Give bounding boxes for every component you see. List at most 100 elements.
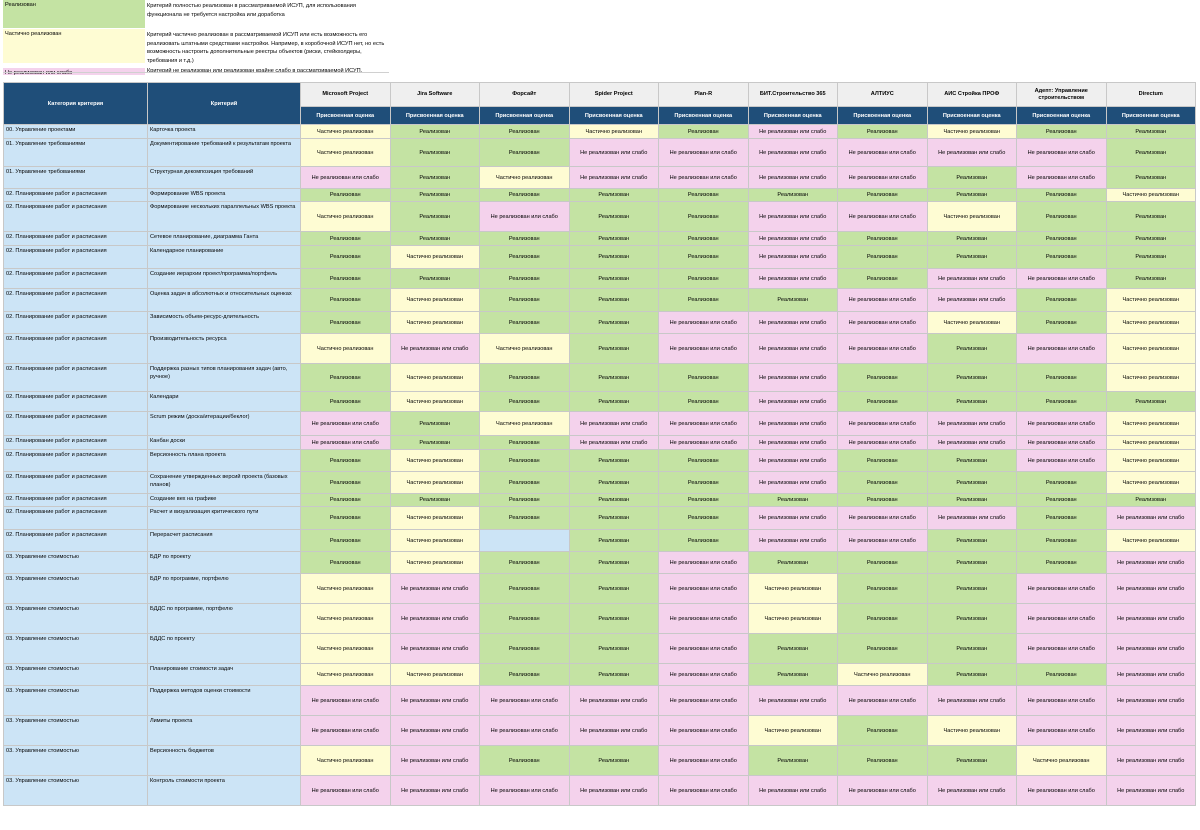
score-cell: Не реализован или слабо (300, 166, 391, 189)
score-cell: Не реализован или слабо (568, 138, 659, 167)
score-cell: Не реализован или слабо (1016, 268, 1107, 289)
score-cell: Частично реализован (479, 166, 570, 189)
score-cell: Реализован (1016, 551, 1107, 574)
score-cell: Реализован (479, 231, 570, 246)
criterion-name: БДДС по программе, портфелю (147, 603, 301, 634)
score-cell: Не реализован или слабо (389, 685, 480, 716)
product-header: Directum (1105, 81, 1196, 108)
score-cell: Реализован (568, 551, 659, 574)
score-cell: Реализован (1016, 471, 1107, 494)
header-category: Категория критерия (3, 82, 148, 125)
score-cell: Реализован (658, 529, 749, 552)
score-cell: Не реализован или слабо (568, 685, 659, 716)
criterion-name: Планирование стоимости задач (147, 663, 301, 686)
score-subheader: Присвоенная оценка (1016, 106, 1107, 125)
score-cell: Частично реализован (1105, 333, 1196, 364)
score-cell: Реализован (1105, 391, 1196, 412)
score-cell: Реализован (479, 663, 570, 686)
score-cell: Реализован (568, 493, 659, 507)
score-cell: Реализован (1016, 124, 1107, 139)
score-cell: Реализован (1105, 245, 1196, 269)
score-cell: Реализован (1016, 311, 1107, 334)
score-cell: Не реализован или слабо (479, 775, 570, 806)
score-cell: Не реализован или слабо (1105, 506, 1196, 530)
score-cell: Не реализован или слабо (658, 775, 749, 806)
score-cell: Частично реализован (389, 245, 480, 269)
score-cell: Не реализован или слабо (658, 603, 749, 634)
score-cell: Реализован (747, 633, 838, 664)
score-cell: Не реализован или слабо (389, 715, 480, 746)
score-cell: Реализован (1105, 268, 1196, 289)
score-cell: Реализован (1016, 363, 1107, 392)
score-cell: Реализован (837, 573, 928, 604)
score-cell: Реализован (926, 493, 1017, 507)
header-criterion: Критерий (147, 82, 301, 125)
score-cell: Реализован (479, 449, 570, 472)
score-cell: Реализован (479, 493, 570, 507)
legend-key: Частично реализован (3, 29, 145, 64)
legend-key: Реализован (3, 0, 145, 29)
score-cell: Реализован (389, 166, 480, 189)
score-cell: Реализован (926, 363, 1017, 392)
table-subheader-row: Присвоенная оценка Присвоенная оценка Пр… (4, 106, 1196, 125)
score-cell: Не реализован или слабо (837, 311, 928, 334)
score-cell: Не реализован или слабо (658, 633, 749, 664)
table-row: 02. Планирование работ и расписания Кален… (3, 245, 1196, 269)
score-cell: Не реализован или слабо (1016, 685, 1107, 716)
score-cell: Не реализован или слабо (300, 715, 391, 746)
score-cell: Реализован (300, 288, 391, 312)
criterion-category: 03. Управление стоимостью (3, 551, 148, 574)
product-header: БИТ.Строительство 365 (747, 81, 838, 108)
score-cell: Не реализован или слабо (837, 411, 928, 436)
score-cell: Реализован (568, 363, 659, 392)
score-cell: Не реализован или слабо (300, 775, 391, 806)
score-cell: Не реализован или слабо (747, 245, 838, 269)
score-cell: Не реализован или слабо (1016, 573, 1107, 604)
table-row: 00. Управление проектами Карточка проекта… (3, 124, 1196, 139)
score-cell: Реализован (1016, 663, 1107, 686)
score-cell: Частично реализован (1105, 529, 1196, 552)
product-header: Microsoft Project (300, 81, 391, 108)
score-cell: Частично реализован (300, 745, 391, 776)
score-cell: Не реализован или слабо (658, 166, 749, 189)
criterion-name: Календари (147, 391, 301, 412)
score-cell: Реализован (479, 573, 570, 604)
criterion-category: 03. Управление стоимостью (3, 603, 148, 634)
score-cell: Не реализован или слабо (837, 685, 928, 716)
score-cell: Не реализован или слабо (926, 138, 1017, 167)
score-cell: Не реализован или слабо (926, 775, 1017, 806)
score-cell: Не реализован или слабо (926, 411, 1017, 436)
score-cell: Не реализован или слабо (1016, 715, 1107, 746)
criterion-name: Версионность плана проекта (147, 449, 301, 472)
score-cell: Не реализован или слабо (926, 288, 1017, 312)
score-cell: Реализован (926, 391, 1017, 412)
criterion-category: 03. Управление стоимостью (3, 573, 148, 604)
table-row: 02. Планирование работ и расписания Подде… (3, 363, 1196, 392)
score-cell: Реализован (658, 201, 749, 232)
score-cell: Частично реализован (389, 551, 480, 574)
score-cell: Реализован (658, 231, 749, 246)
score-cell: Частично реализован (568, 124, 659, 139)
criterion-name: Оценка задач в абсолютных и относительны… (147, 288, 301, 312)
score-cell: Не реализован или слабо (837, 775, 928, 806)
score-cell: Реализован (658, 124, 749, 139)
score-cell: Реализован (568, 231, 659, 246)
criterion-name: Документирование требований к результата… (147, 138, 301, 167)
score-cell: Не реализован или слабо (658, 551, 749, 574)
score-cell: Не реализован или слабо (1105, 551, 1196, 574)
score-cell: Частично реализован (1105, 311, 1196, 334)
score-cell: Не реализован или слабо (1105, 573, 1196, 604)
criterion-category: 03. Управление стоимостью (3, 663, 148, 686)
score-cell: Реализован (658, 391, 749, 412)
score-cell: Частично реализован (300, 138, 391, 167)
score-cell: Не реализован или слабо (300, 685, 391, 716)
score-cell: Реализован (568, 573, 659, 604)
score-cell: Реализован (837, 245, 928, 269)
score-cell: Реализован (300, 311, 391, 334)
score-cell: Реализован (1016, 288, 1107, 312)
table-row: 03. Управление стоимостью Планирование ст… (3, 663, 1196, 686)
score-cell: Реализован (300, 363, 391, 392)
legend: Реализован Критерий полностью реализован… (3, 0, 389, 76)
score-cell: Реализован (479, 288, 570, 312)
score-cell: Реализован (1105, 124, 1196, 139)
